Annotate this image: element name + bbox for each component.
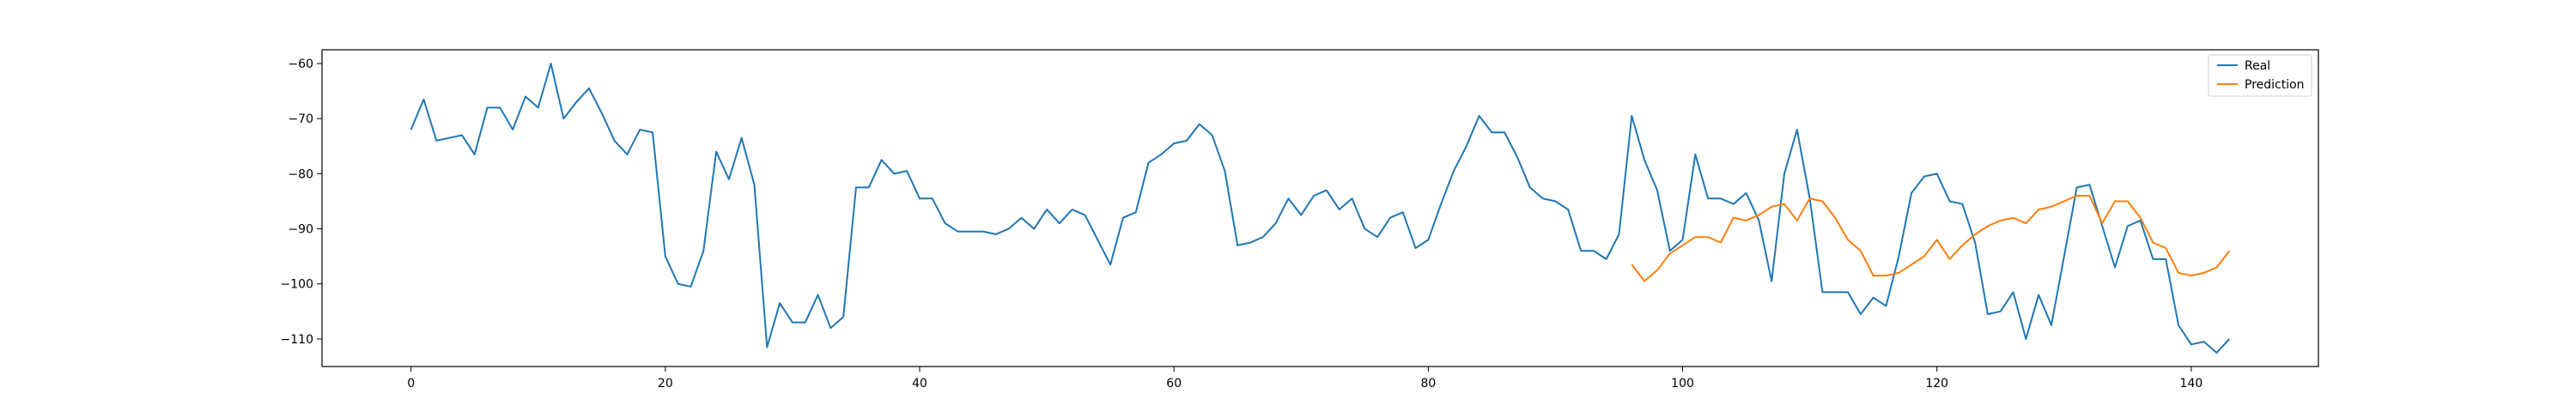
x-tick-label: 0 bbox=[407, 377, 415, 391]
legend-label-prediction: Prediction bbox=[2245, 78, 2305, 92]
x-tick-label: 140 bbox=[2180, 377, 2203, 391]
y-tick-label: −70 bbox=[288, 112, 313, 126]
y-tick-label: −90 bbox=[288, 223, 313, 237]
plot-area bbox=[322, 50, 2318, 367]
x-tick-label: 20 bbox=[658, 377, 673, 391]
legend: Real Prediction bbox=[2208, 54, 2312, 97]
x-tick-label: 60 bbox=[1166, 377, 1182, 391]
y-tick-label: −100 bbox=[281, 278, 313, 292]
x-tick-label: 40 bbox=[912, 377, 927, 391]
x-axis: 0 20 40 60 80 100 120 140 bbox=[407, 367, 2202, 391]
series-line-prediction bbox=[1631, 195, 2231, 282]
x-tick-label: 100 bbox=[1671, 377, 1694, 391]
legend-label-real: Real bbox=[2245, 59, 2270, 73]
x-tick-label: 80 bbox=[1420, 377, 1436, 391]
y-axis: −60 −70 −80 −90 −100 −110 bbox=[281, 58, 322, 347]
y-tick-label: −60 bbox=[288, 58, 313, 71]
y-tick-label: −110 bbox=[281, 333, 313, 347]
y-tick-label: −80 bbox=[288, 167, 313, 181]
x-tick-label: 120 bbox=[1925, 377, 1948, 391]
series-lines bbox=[410, 63, 2231, 354]
plot-frame bbox=[321, 49, 2319, 367]
series-line-real bbox=[410, 63, 2231, 354]
